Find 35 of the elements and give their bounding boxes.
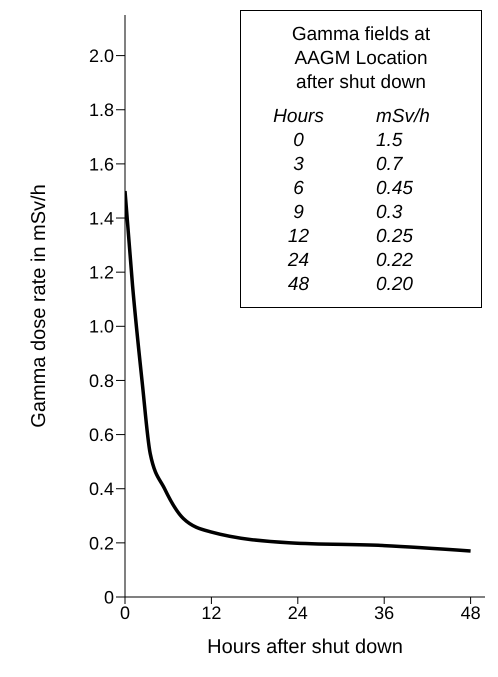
annotation: 3	[292, 153, 305, 177]
y-tick-label: 1.4	[88, 208, 114, 228]
annotation: 12	[286, 225, 310, 249]
annotation: 24	[286, 249, 310, 273]
y-tick-label: 2.0	[88, 46, 114, 66]
y-tick-label: 1.6	[88, 154, 114, 174]
y-tick-label: 0.2	[88, 533, 114, 554]
x-tick-label: 12	[201, 602, 222, 623]
annotation: 0.3	[375, 201, 404, 225]
annotation: 0	[292, 129, 305, 153]
annotation: 9	[292, 201, 305, 225]
annotation: Hours	[272, 105, 325, 129]
x-tick-label: 24	[288, 602, 308, 623]
y-tick-label: 0.6	[88, 424, 114, 445]
annotation: 0.25	[375, 225, 414, 249]
annotation: 0.20	[375, 273, 414, 297]
y-tick-label: 0.8	[88, 370, 114, 391]
x-tick-label: 36	[374, 602, 394, 623]
y-tick-label: 0	[104, 587, 114, 608]
y-tick-label: 1.0	[88, 316, 114, 337]
y-tick-label: 1.2	[88, 262, 114, 283]
annotation: 6	[292, 177, 305, 201]
x-tick-label: 0	[120, 602, 130, 623]
annotation: 0.45	[375, 177, 414, 201]
y-tick-label: 1.8	[88, 100, 114, 120]
x-axis-title: Hours after shut down	[207, 636, 403, 658]
annotation: 48	[286, 273, 310, 297]
y-tick-label: 0.4	[88, 479, 114, 500]
annotation: 0.22	[375, 249, 414, 273]
annotation: Gamma fields at AAGM Location after shut down	[290, 23, 432, 95]
annotation: mSv/h	[375, 105, 431, 129]
annotation: 1.5	[375, 129, 404, 153]
annotation: 0.7	[375, 153, 404, 177]
y-axis-title: Gamma dose rate in mSv/h	[28, 184, 50, 428]
x-tick-label: 48	[460, 602, 481, 623]
